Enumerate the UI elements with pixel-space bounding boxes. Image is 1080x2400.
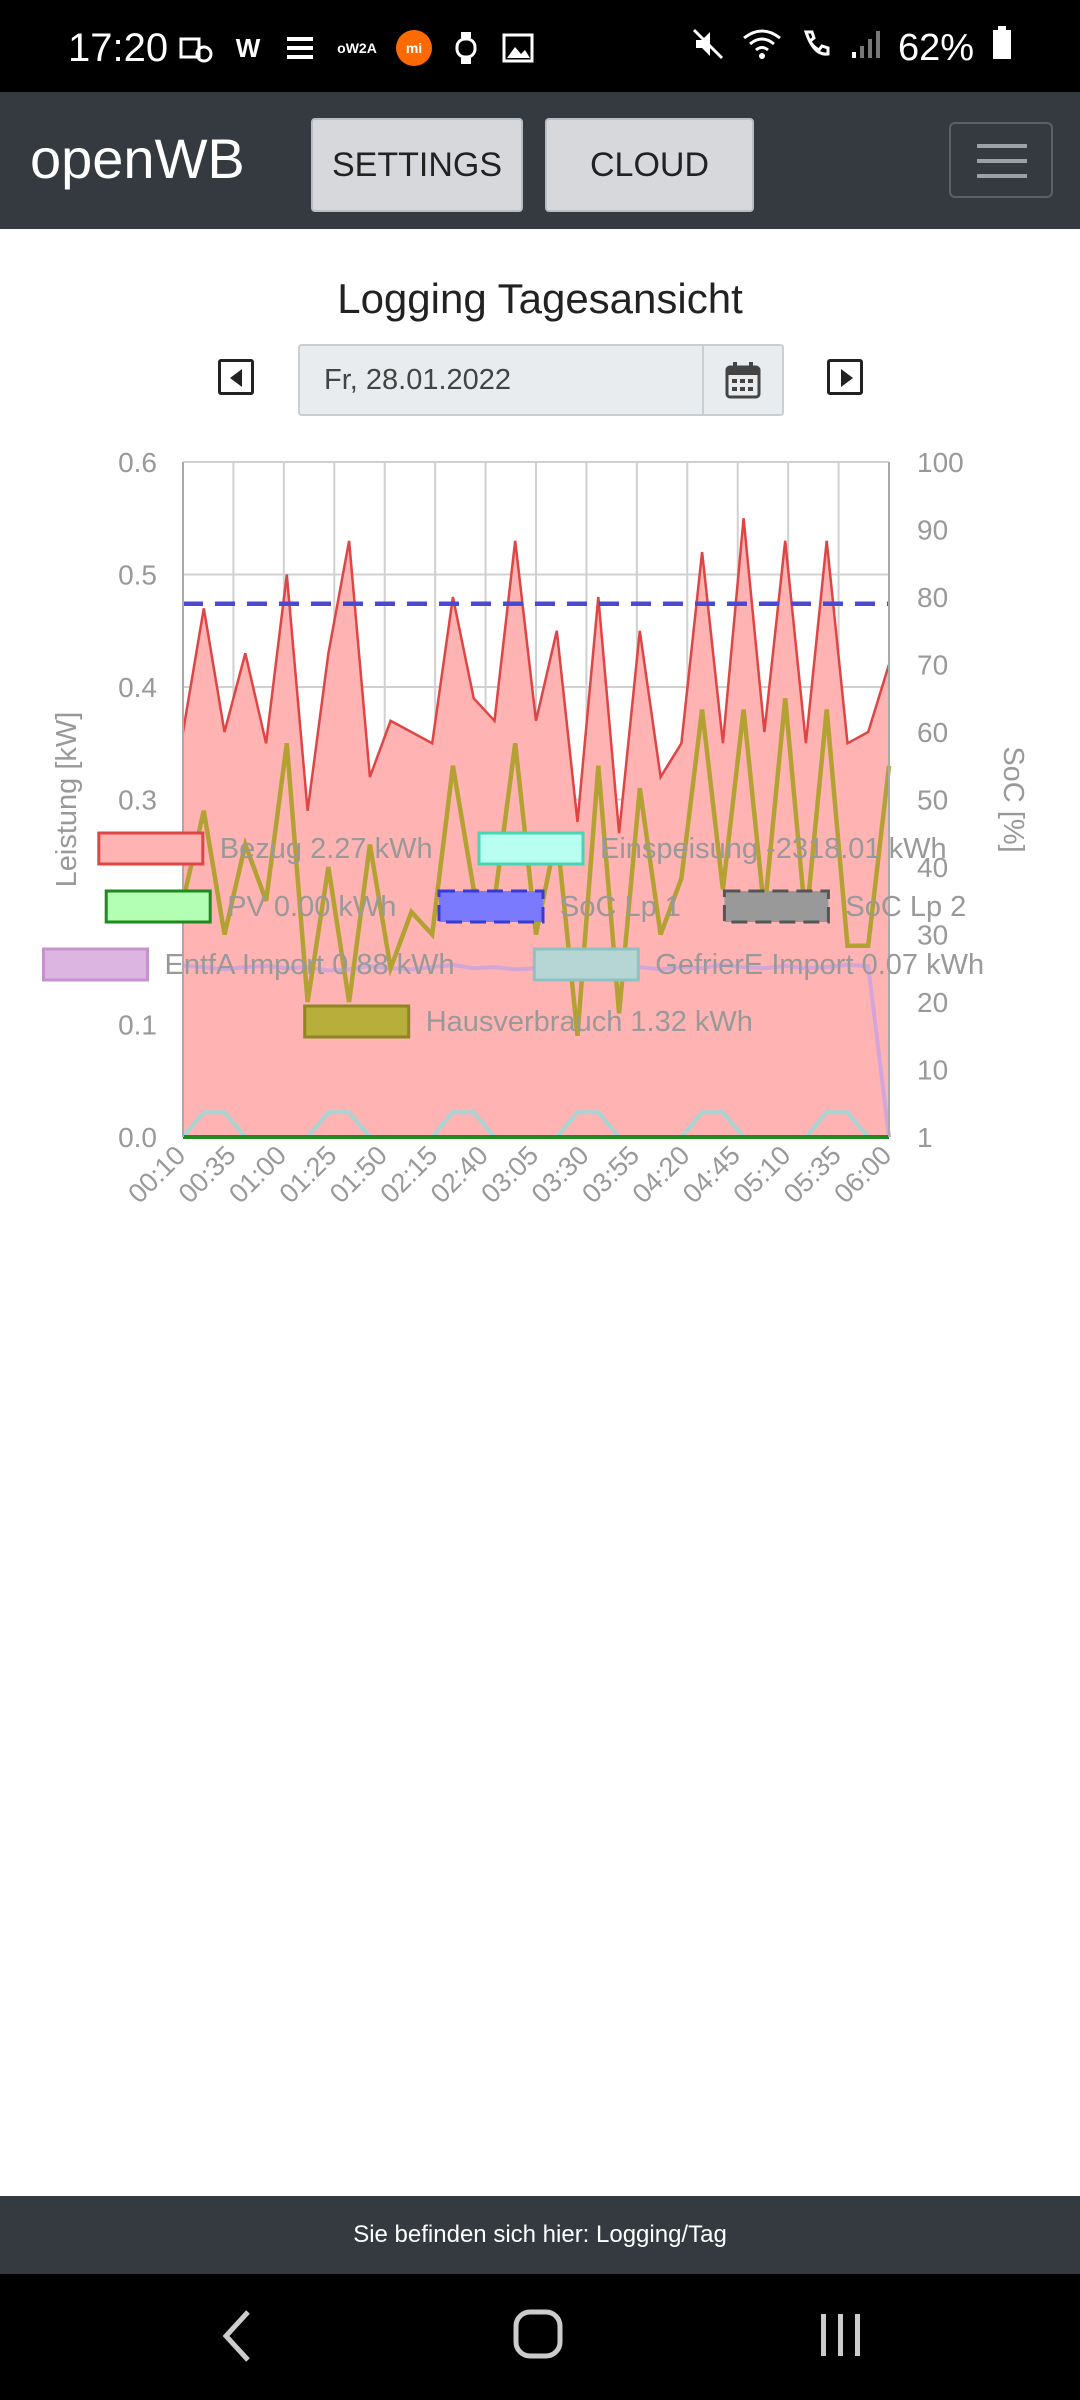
status-left-icons: W oW2A mi — [178, 30, 536, 66]
y-right-tick-label: 40 — [917, 852, 948, 883]
calendar-button[interactable] — [702, 346, 782, 414]
y-right-tick-label: 90 — [917, 515, 948, 546]
battery-level: 62% — [897, 26, 974, 69]
legend-label: GefrierE Import 0.07 kWh — [655, 949, 984, 981]
wifi-icon — [742, 27, 782, 70]
mute-icon — [692, 27, 724, 70]
battery-icon — [992, 26, 1012, 70]
status-bar: 17:20 W oW2A mi 62% — [0, 0, 1080, 92]
y-right-tick-label: 30 — [917, 920, 948, 951]
cloud-button[interactable]: CLOUD — [545, 118, 754, 212]
legend-swatch — [303, 1004, 411, 1039]
ow2a-icon: oW2A — [337, 40, 377, 56]
y-right-tick-label: 60 — [917, 717, 948, 748]
x-tick-label: 05:10 — [727, 1140, 796, 1209]
alarm-icon — [178, 30, 214, 66]
date-picker[interactable]: Fr, 28.01.2022 — [298, 344, 784, 416]
call-icon — [800, 27, 832, 70]
system-navigation-bar — [0, 2274, 1080, 2400]
x-tick-label: 01:50 — [324, 1140, 393, 1209]
y-right-tick-label: 1 — [917, 1122, 933, 1153]
legend-label: Bezug 2.27 kWh — [220, 833, 433, 865]
caret-right-icon — [841, 369, 853, 387]
y-right-tick-label: 80 — [917, 582, 948, 613]
y-axis-title: Leistung [kW] — [51, 712, 83, 888]
legend-swatch — [477, 831, 585, 866]
daily-power-chart: 0.00.10.20.30.40.50.600:1000:3501:0001:2… — [42, 447, 1029, 1209]
mi-icon-label: mi — [405, 40, 423, 56]
back-icon[interactable] — [222, 2308, 252, 2364]
mi-icon: mi — [396, 30, 432, 66]
y-tick-label: 0.4 — [118, 672, 157, 703]
watch-icon — [448, 30, 484, 66]
y-right-axis-title: SoC [%] — [997, 746, 1029, 852]
y-tick-label: 0.3 — [118, 785, 157, 816]
x-tick-label: 05:35 — [778, 1140, 847, 1209]
brand-logo[interactable]: openWB — [30, 127, 245, 190]
status-time: 17:20 — [68, 26, 169, 70]
x-tick-label: 04:45 — [677, 1140, 746, 1209]
legend-swatch — [532, 947, 640, 982]
home-icon[interactable] — [512, 2306, 564, 2362]
breadcrumb-footer: Sie befinden sich hier: Logging/Tag — [0, 2196, 1080, 2274]
x-tick-label: 04:20 — [627, 1140, 696, 1209]
date-input[interactable]: Fr, 28.01.2022 — [324, 364, 512, 396]
y-right-tick-label: 50 — [917, 785, 948, 816]
y-right-tick-label: 10 — [917, 1055, 948, 1086]
navbar: openWB SETTINGS CLOUD — [0, 92, 1080, 229]
status-right-icons: 62% — [692, 26, 1012, 70]
legend-swatch — [97, 831, 205, 866]
y-right-tick-label: 70 — [917, 650, 948, 681]
y-right-tick-label: 100 — [917, 447, 964, 478]
legend-label: SoC Lp 1 — [560, 891, 681, 923]
legend-label: SoC Lp 2 — [845, 891, 966, 923]
series-hausverbrauch-line — [180, 698, 892, 1037]
x-tick-label: 02:40 — [425, 1140, 494, 1209]
y-tick-label: 0.0 — [118, 1122, 157, 1153]
recents-icon[interactable] — [818, 2310, 864, 2360]
y-tick-label: 0.5 — [118, 560, 157, 591]
x-tick-label: 03:55 — [576, 1140, 645, 1209]
network-icon — [282, 30, 318, 66]
series-bezug-line — [181, 518, 891, 834]
x-tick-label: 06:00 — [828, 1140, 897, 1209]
x-tick-label: 02:15 — [374, 1140, 443, 1209]
legend-swatch — [104, 889, 212, 924]
previous-day-button[interactable] — [218, 359, 254, 395]
calendar-icon — [725, 362, 761, 399]
menu-toggle-button[interactable] — [949, 122, 1053, 198]
legend-swatch — [722, 889, 830, 924]
legend-swatch — [437, 889, 545, 924]
y-tick-label: 0.6 — [118, 447, 157, 478]
next-day-button[interactable] — [827, 359, 863, 395]
y-right-tick-label: 20 — [917, 987, 948, 1018]
legend-label: PV 0.00 kWh — [227, 891, 396, 923]
settings-button[interactable]: SETTINGS — [311, 118, 523, 212]
caret-left-icon — [230, 369, 242, 387]
w-icon: W — [235, 32, 261, 63]
legend-swatch — [42, 947, 149, 982]
image-icon — [500, 30, 536, 66]
x-tick-label: 01:25 — [274, 1140, 343, 1209]
page-title: Logging Tagesansicht — [337, 275, 743, 322]
signal-icon — [850, 27, 880, 70]
x-tick-label: 03:30 — [526, 1140, 595, 1209]
legend-label: Hausverbrauch 1.32 kWh — [426, 1006, 753, 1038]
x-tick-label: 03:05 — [475, 1140, 544, 1209]
legend-label: EntfA Import 0.88 kWh — [165, 949, 455, 981]
y-tick-label: 0.1 — [118, 1010, 157, 1041]
legend-label: Einspeisung -2318.01 kWh — [600, 833, 947, 865]
x-tick-label: 00:35 — [173, 1140, 242, 1209]
x-tick-label: 01:00 — [223, 1140, 292, 1209]
